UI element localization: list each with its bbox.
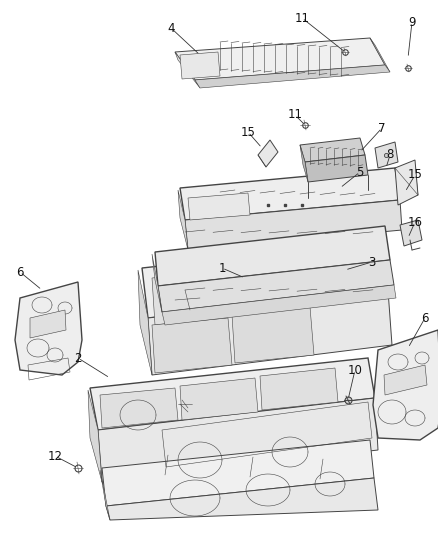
Polygon shape: [400, 220, 422, 246]
Polygon shape: [258, 140, 278, 167]
Text: 11: 11: [294, 12, 310, 25]
Text: 9: 9: [408, 15, 416, 28]
Polygon shape: [178, 190, 188, 250]
Polygon shape: [315, 250, 384, 302]
Polygon shape: [180, 168, 400, 220]
Polygon shape: [158, 260, 394, 312]
Text: 8: 8: [386, 149, 394, 161]
Polygon shape: [30, 310, 66, 338]
Polygon shape: [370, 38, 390, 72]
Polygon shape: [155, 226, 390, 286]
Text: 7: 7: [378, 122, 386, 134]
Polygon shape: [395, 160, 418, 205]
Polygon shape: [100, 470, 110, 520]
Polygon shape: [88, 390, 102, 482]
Polygon shape: [175, 52, 200, 88]
Polygon shape: [305, 155, 368, 182]
Polygon shape: [162, 285, 396, 325]
Polygon shape: [395, 165, 418, 200]
Polygon shape: [384, 365, 427, 395]
Polygon shape: [180, 52, 220, 79]
Text: 12: 12: [47, 449, 63, 463]
Text: 10: 10: [348, 364, 362, 376]
Polygon shape: [175, 38, 385, 80]
Polygon shape: [138, 270, 152, 375]
Polygon shape: [260, 368, 338, 410]
Polygon shape: [373, 330, 438, 440]
Text: 6: 6: [421, 311, 429, 325]
Polygon shape: [15, 282, 82, 375]
Text: 15: 15: [408, 168, 422, 182]
Polygon shape: [98, 398, 378, 482]
Polygon shape: [152, 318, 232, 373]
Text: 11: 11: [287, 109, 303, 122]
Text: 2: 2: [74, 351, 82, 365]
Text: 3: 3: [368, 255, 376, 269]
Text: 16: 16: [407, 215, 423, 229]
Text: 1: 1: [218, 262, 226, 274]
Text: 15: 15: [240, 125, 255, 139]
Polygon shape: [152, 270, 232, 325]
Text: 6: 6: [16, 265, 24, 279]
Polygon shape: [100, 388, 178, 428]
Polygon shape: [188, 193, 250, 220]
Polygon shape: [232, 307, 314, 363]
Polygon shape: [142, 242, 388, 318]
Polygon shape: [375, 142, 398, 168]
Polygon shape: [180, 378, 258, 420]
Text: 4: 4: [167, 21, 175, 35]
Polygon shape: [232, 260, 314, 313]
Polygon shape: [148, 290, 392, 375]
Polygon shape: [195, 65, 390, 88]
Polygon shape: [185, 200, 402, 250]
Polygon shape: [102, 440, 374, 506]
Polygon shape: [152, 254, 162, 312]
Polygon shape: [300, 145, 308, 182]
Polygon shape: [90, 358, 375, 430]
Text: 5: 5: [356, 166, 364, 179]
Polygon shape: [300, 138, 365, 162]
Polygon shape: [106, 478, 378, 520]
